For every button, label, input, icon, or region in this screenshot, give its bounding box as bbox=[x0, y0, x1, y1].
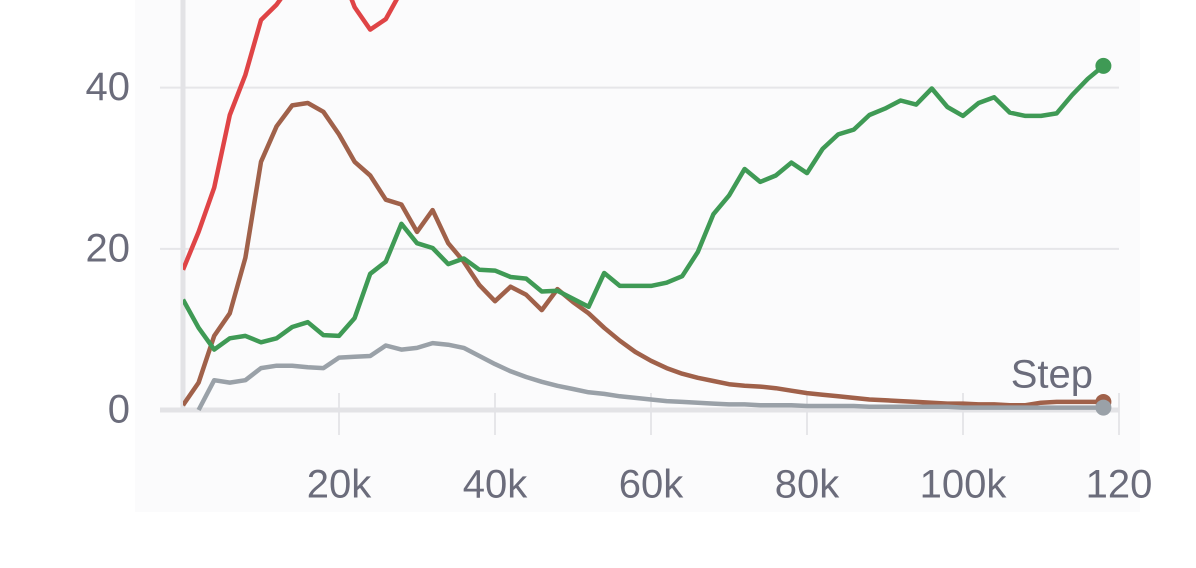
y-tick-label: 20 bbox=[86, 226, 131, 270]
x-tick-label: 120 bbox=[1086, 463, 1153, 507]
y-tick-label: 40 bbox=[86, 65, 131, 109]
series-line bbox=[196, 340, 1104, 412]
annotation: Step bbox=[1011, 353, 1093, 397]
series-line bbox=[183, 64, 1105, 352]
x-tick-label: 40k bbox=[463, 463, 528, 507]
series-line bbox=[183, 100, 1104, 408]
x-tick-label: 60k bbox=[619, 463, 684, 507]
x-tick-label: 100k bbox=[920, 463, 1008, 507]
x-tick-label: 20k bbox=[307, 463, 372, 507]
y-tick-label: 0 bbox=[108, 388, 130, 432]
end-dot bbox=[1095, 57, 1112, 74]
panel bbox=[135, 0, 1140, 512]
end-dot bbox=[1095, 399, 1112, 416]
x-tick-label: 80k bbox=[775, 463, 840, 507]
series-line bbox=[183, 0, 399, 271]
lines bbox=[183, 0, 1112, 416]
